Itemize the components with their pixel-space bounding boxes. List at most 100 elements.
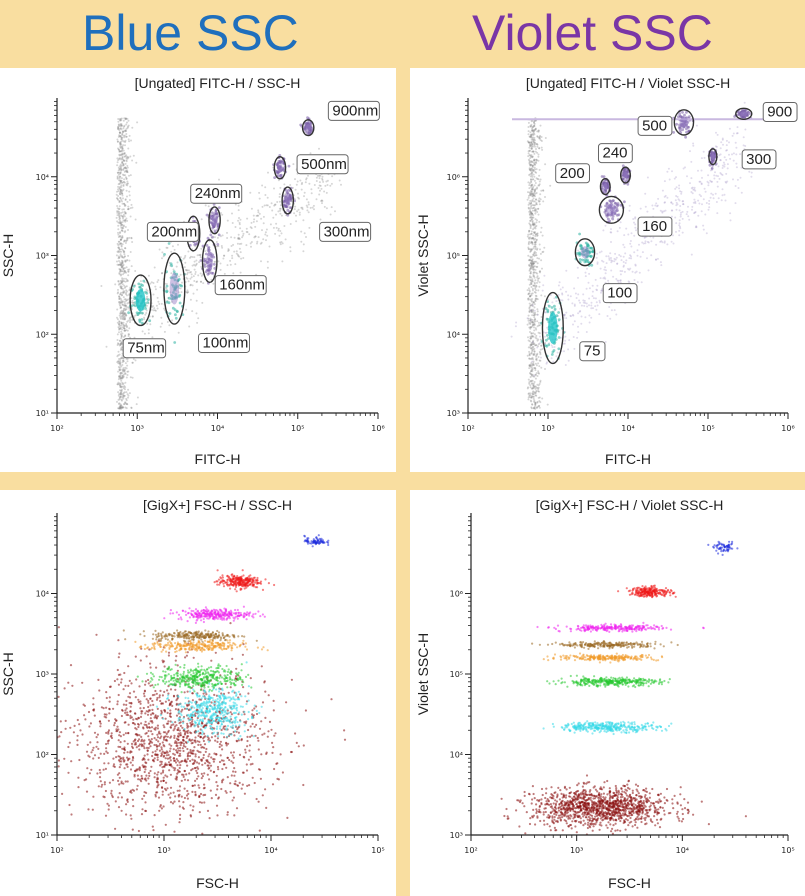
data-point [219, 212, 222, 214]
data-point [124, 401, 127, 404]
data-point [120, 342, 123, 345]
data-point [529, 157, 532, 160]
data-point [268, 206, 271, 208]
data-point [530, 368, 533, 371]
gate-ellipse[interactable] [541, 291, 564, 365]
data-point [289, 223, 292, 225]
data-point [119, 171, 122, 174]
data-point [123, 204, 126, 207]
data-point [221, 767, 224, 771]
data-point [535, 386, 538, 389]
data-point [251, 713, 254, 716]
data-point [596, 304, 599, 307]
x-axis-label: FITC-H [195, 451, 241, 467]
data-point [122, 162, 125, 165]
data-point [728, 141, 730, 144]
data-point [183, 707, 187, 710]
data-point [163, 253, 166, 256]
data-point [538, 270, 541, 273]
data-point [537, 362, 540, 365]
data-point [120, 404, 123, 407]
data-point [537, 153, 540, 156]
gate-ellipse[interactable] [619, 166, 631, 184]
data-point [119, 311, 122, 313]
data-point [584, 275, 587, 278]
data-point [573, 320, 576, 323]
data-point [596, 289, 598, 292]
data-point [159, 325, 162, 328]
data-point [295, 220, 298, 223]
data-point [105, 696, 108, 700]
data-point [120, 281, 123, 284]
gate-ellipse[interactable] [129, 274, 152, 327]
data-point [557, 311, 560, 314]
data-point [116, 250, 119, 253]
data-point [119, 404, 122, 407]
gate-ellipse[interactable] [273, 156, 287, 180]
data-point [131, 126, 134, 129]
data-point [132, 805, 135, 808]
data-point [118, 150, 121, 153]
data-point [535, 201, 538, 204]
data-point [131, 721, 134, 725]
gate-ellipse[interactable] [201, 239, 218, 284]
gate-core [605, 203, 617, 216]
data-point [118, 260, 120, 262]
data-point [534, 402, 537, 404]
data-point [536, 272, 539, 275]
data-point [528, 269, 531, 272]
data-point [172, 791, 175, 794]
gate-label-box [190, 183, 243, 204]
gate-ellipse[interactable] [599, 178, 611, 196]
gate-ellipse[interactable] [574, 238, 596, 267]
data-point [530, 212, 533, 215]
data-point [533, 158, 536, 161]
data-point [125, 707, 128, 710]
data-point [28, 714, 30, 716]
gate-ellipse[interactable] [708, 148, 718, 166]
data-point [294, 178, 296, 181]
data-point [532, 168, 534, 171]
data-point [634, 217, 637, 220]
gate-ellipse[interactable] [598, 195, 625, 224]
data-point [555, 300, 558, 303]
gate-ellipse[interactable] [735, 107, 753, 121]
data-point [119, 274, 122, 277]
data-point [531, 292, 534, 295]
data-point [723, 163, 726, 166]
gate-ellipse[interactable] [163, 252, 186, 325]
data-point [619, 270, 622, 272]
data-point [721, 137, 724, 140]
data-point [125, 285, 128, 288]
data-point [537, 178, 540, 181]
data-point [128, 307, 131, 310]
data-point [732, 178, 734, 181]
data-point [68, 803, 71, 807]
data-point [201, 301, 204, 304]
data-point [729, 157, 732, 160]
data-point [262, 215, 265, 218]
data-point [126, 182, 129, 185]
gate-ellipse[interactable] [673, 109, 695, 136]
gate-ellipse[interactable] [301, 119, 315, 137]
data-point [117, 185, 120, 188]
data-points [28, 534, 347, 835]
data-point [528, 163, 531, 166]
data-point [116, 308, 119, 311]
gate-ellipse[interactable] [281, 186, 295, 215]
data-point [121, 149, 123, 152]
data-point [125, 135, 128, 138]
data-point [120, 138, 123, 141]
data-point [116, 140, 119, 143]
gate-ellipse[interactable] [208, 206, 221, 235]
data-point [529, 203, 532, 205]
data-point [535, 354, 538, 357]
data-point [129, 321, 131, 324]
data-point [115, 193, 118, 196]
data-point [600, 291, 602, 294]
data-point [672, 242, 675, 245]
data-point [132, 358, 135, 360]
data-point [125, 308, 128, 310]
data-point [634, 264, 637, 267]
gate-core [740, 111, 748, 117]
